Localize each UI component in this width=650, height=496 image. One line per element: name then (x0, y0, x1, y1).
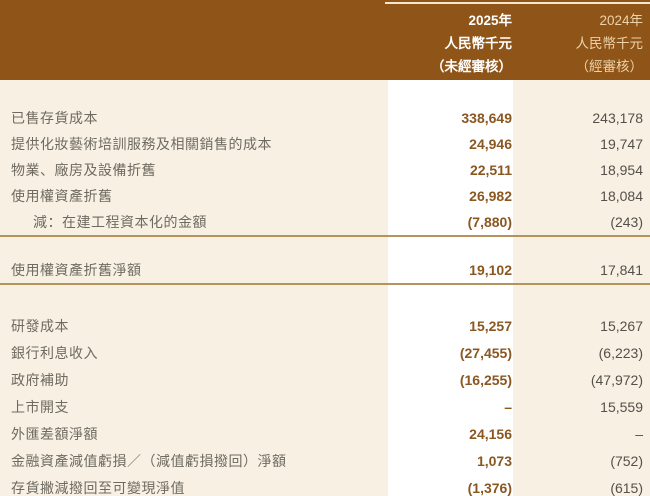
horizontal-rule (0, 283, 650, 285)
section-gap (0, 285, 650, 312)
row-label: 使用權資產折舊淨額 (11, 262, 142, 278)
row-value-2025: 338,649 (461, 110, 512, 126)
row-value-2025: (7,880) (467, 214, 512, 230)
row-label: 研發成本 (11, 317, 69, 334)
table-row: 使用權資產折舊淨額 19,102 17,841 (0, 257, 650, 283)
row-value-2025: 26,982 (469, 188, 512, 204)
row-label: 銀行利息收入 (11, 344, 98, 361)
row-value-2025: 19,102 (469, 262, 512, 278)
column-header-2025-year: 2025年 (468, 13, 512, 28)
row-value-2024: 15,267 (600, 317, 643, 334)
current-year-column-highlight (388, 80, 513, 496)
subtotal-section: 使用權資產折舊淨額 19,102 17,841 (0, 257, 650, 285)
table-row: 研發成本 15,257 15,267 (0, 312, 650, 339)
table-row: 已售存貨成本 338,649 243,178 (0, 105, 650, 131)
row-value-2024: 19,747 (600, 136, 643, 152)
row-label: 物業、廠房及設備折舊 (11, 162, 156, 178)
row-value-2024: 15,559 (600, 398, 643, 415)
row-value-2024: (6,223) (598, 344, 643, 361)
row-value-2024: – (635, 425, 643, 442)
row-value-2024: (47,972) (590, 371, 643, 388)
row-value-2025: – (504, 398, 512, 415)
row-value-2024: 18,084 (600, 188, 643, 204)
other-items-section: 研發成本 15,257 15,267 銀行利息收入 (27,455) (6,22… (0, 312, 650, 496)
cost-section: 已售存貨成本 338,649 243,178 提供化妝藝術培訓服務及相關銷售的成… (0, 80, 650, 237)
row-value-2025: 24,946 (469, 136, 512, 152)
row-value-2024: (752) (610, 452, 643, 469)
row-value-2024: (243) (610, 214, 643, 230)
row-label: 外匯差額淨額 (11, 425, 98, 442)
row-label: 提供化妝藝術培訓服務及相關銷售的成本 (11, 136, 272, 152)
row-value-2024: 243,178 (592, 110, 643, 126)
row-label: 已售存貨成本 (11, 110, 98, 126)
table-row: 銀行利息收入 (27,455) (6,223) (0, 339, 650, 366)
row-value-2025: (1,376) (467, 479, 512, 496)
row-label: 金融資產減值虧損／（減值虧損撥回）淨額 (11, 452, 287, 469)
column-header-2025-audit: （未經審核） (431, 59, 512, 74)
row-value-2025: 15,257 (469, 317, 512, 334)
column-header-2025: 2025年 人民幣千元 （未經審核） (431, 9, 512, 78)
table-row: 上市開支 – 15,559 (0, 393, 650, 420)
row-value-2025: 24,156 (469, 425, 512, 442)
row-label: 政府補助 (11, 371, 69, 388)
row-value-2025: (27,455) (459, 344, 512, 361)
table-row: 提供化妝藝術培訓服務及相關銷售的成本 24,946 19,747 (0, 131, 650, 157)
column-header-2025-unit: 人民幣千元 (444, 36, 513, 51)
row-label: 減：在建工程資本化的金額 (33, 214, 207, 230)
column-header-2024-audit: （經審核） (575, 59, 644, 74)
table-body: 已售存貨成本 338,649 243,178 提供化妝藝術培訓服務及相關銷售的成… (0, 80, 650, 496)
row-value-2025: 22,511 (469, 162, 512, 178)
row-value-2024: 18,954 (600, 162, 643, 178)
table-row: 金融資產減值虧損／（減值虧損撥回）淨額 1,073 (752) (0, 447, 650, 474)
row-value-2024: (615) (610, 479, 643, 496)
row-label: 上市開支 (11, 398, 69, 415)
column-header-2024: 2024年 人民幣千元 （經審核） (576, 9, 644, 78)
table-row: 政府補助 (16,255) (47,972) (0, 366, 650, 393)
row-value-2025: 1,073 (476, 452, 512, 469)
row-value-2025: (16,255) (459, 371, 512, 388)
column-header-2024-unit: 人民幣千元 (575, 36, 644, 51)
table-header-band: 2025年 人民幣千元 （未經審核） 2024年 人民幣千元 （經審核） (0, 0, 650, 80)
row-label: 存貨撇減撥回至可變現淨值 (11, 479, 185, 496)
table-row: 使用權資產折舊 26,982 18,084 (0, 183, 650, 209)
table-row: 外匯差額淨額 24,156 – (0, 420, 650, 447)
table-top-border (385, 2, 650, 4)
section-gap (0, 237, 650, 257)
table-row: 物業、廠房及設備折舊 22,511 18,954 (0, 157, 650, 183)
row-value-2024: 17,841 (600, 262, 643, 278)
row-label: 使用權資產折舊 (11, 188, 113, 204)
table-row: 減：在建工程資本化的金額 (7,880) (243) (0, 209, 650, 235)
table-row: 存貨撇減撥回至可變現淨值 (1,376) (615) (0, 474, 650, 496)
horizontal-rule (0, 235, 650, 237)
column-header-2024-year: 2024年 (599, 13, 643, 28)
